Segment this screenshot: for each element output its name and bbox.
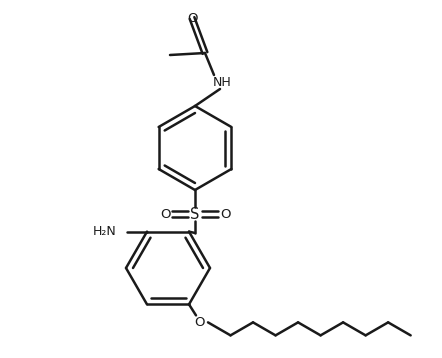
Text: H₂N: H₂N (93, 225, 117, 238)
Text: NH: NH (213, 76, 231, 88)
Text: O: O (220, 208, 230, 221)
Text: O: O (187, 11, 197, 24)
Text: S: S (191, 207, 200, 222)
Text: O: O (160, 208, 170, 221)
Text: O: O (194, 316, 204, 329)
